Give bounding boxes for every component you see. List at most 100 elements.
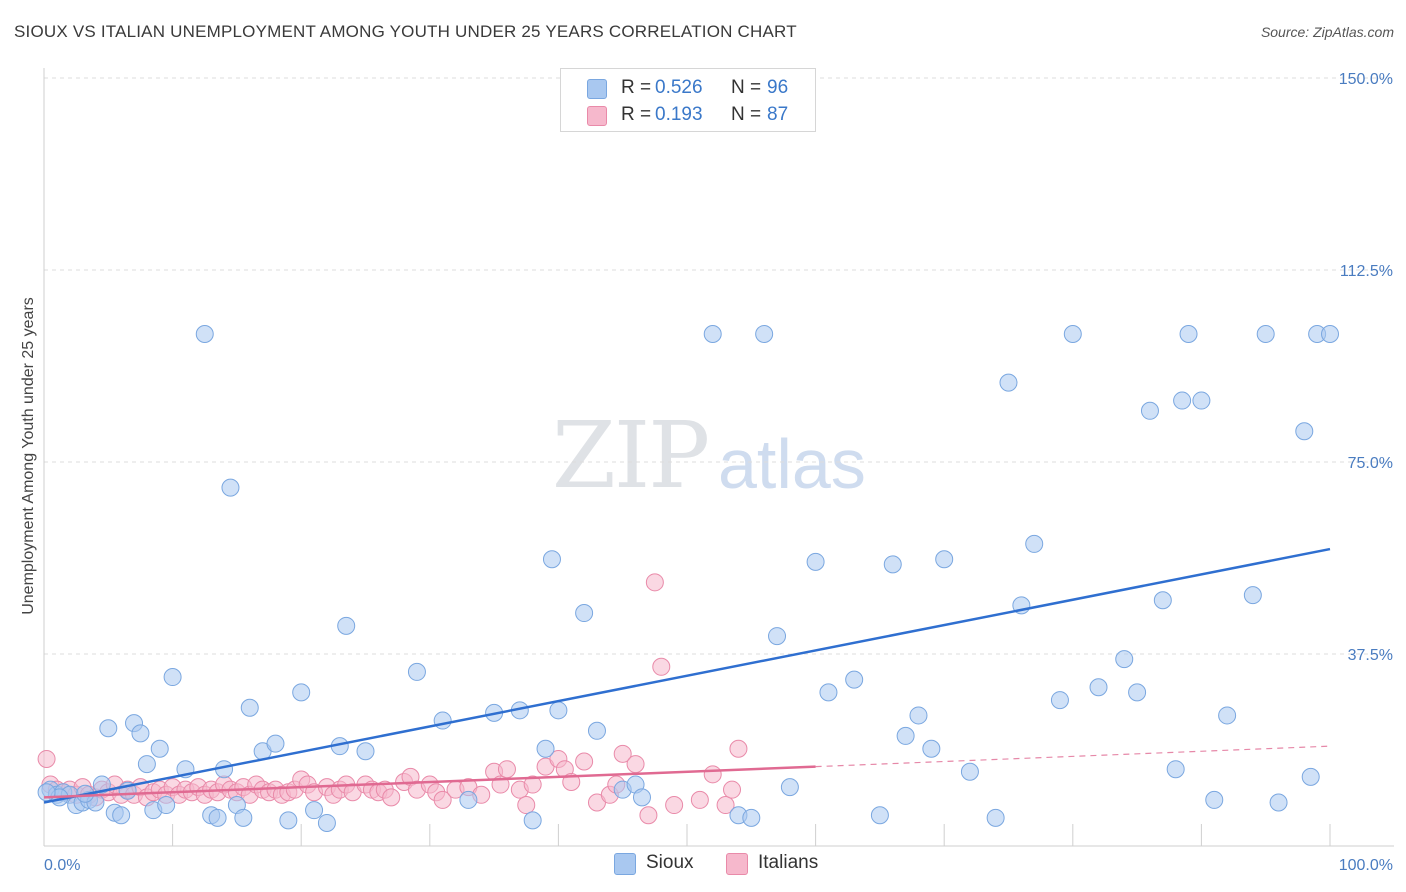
- legend-row-italians: R = 0.193 N = 87: [561, 102, 815, 128]
- chart-title: SIOUX VS ITALIAN UNEMPLOYMENT AMONG YOUT…: [14, 22, 797, 41]
- data-point-sioux: [337, 616, 356, 635]
- data-point-sioux: [150, 739, 169, 758]
- legend-r-label: R =: [621, 104, 652, 125]
- trend-line-italians: [43, 765, 816, 799]
- data-point-italians: [729, 739, 748, 758]
- data-point-sioux: [99, 719, 118, 738]
- data-point-sioux: [131, 724, 150, 743]
- data-point-sioux: [1166, 760, 1185, 779]
- legend-r-value: 0.526: [655, 77, 703, 98]
- series-sioux: [37, 325, 1339, 832]
- data-point-sioux: [575, 604, 594, 623]
- data-point-sioux: [986, 808, 1005, 827]
- x-tick-label: 100.0%: [1339, 857, 1393, 874]
- y-tick-label: 37.5%: [1348, 647, 1393, 664]
- series-legend: Sioux Italians: [0, 852, 1406, 876]
- data-point-sioux: [922, 739, 941, 758]
- trend-line-sioux: [43, 547, 1331, 804]
- data-point-sioux: [157, 796, 176, 815]
- legend-swatch-italians: [587, 106, 607, 126]
- data-point-sioux: [1256, 325, 1275, 343]
- legend-label-sioux: Sioux: [646, 852, 694, 873]
- legend-n-value: 87: [767, 104, 789, 125]
- data-point-italians: [716, 796, 735, 815]
- data-point-sioux: [632, 788, 651, 807]
- data-point-sioux: [1243, 586, 1262, 605]
- legend-n-label: N =: [731, 104, 762, 125]
- data-point-sioux: [1321, 325, 1339, 343]
- data-point-italians: [37, 749, 56, 768]
- data-point-sioux: [317, 813, 336, 832]
- data-point-sioux: [1218, 706, 1237, 725]
- data-point-sioux: [1128, 683, 1147, 702]
- legend-r-label: R =: [621, 77, 652, 98]
- data-point-sioux: [935, 550, 954, 569]
- y-tick-label: 150.0%: [1339, 71, 1393, 88]
- data-point-sioux: [523, 811, 542, 830]
- data-point-sioux: [883, 555, 902, 574]
- data-point-sioux: [703, 325, 722, 343]
- data-point-sioux: [549, 701, 568, 720]
- data-point-italians: [575, 752, 594, 771]
- data-point-sioux: [1050, 691, 1069, 710]
- data-point-sioux: [1140, 401, 1159, 420]
- data-point-sioux: [407, 662, 426, 681]
- watermark-zip: ZIP: [552, 402, 710, 509]
- legend-n-label: N =: [731, 77, 762, 98]
- data-point-sioux: [1089, 678, 1108, 697]
- y-tick-label: 75.0%: [1348, 455, 1393, 472]
- data-point-sioux: [305, 801, 324, 820]
- data-point-italians: [433, 790, 452, 809]
- data-point-sioux: [92, 775, 111, 794]
- data-point-sioux: [356, 742, 375, 761]
- data-point-sioux: [1179, 325, 1198, 343]
- data-point-sioux: [806, 552, 825, 571]
- legend-row-sioux: R = 0.526 N = 96: [561, 75, 815, 101]
- trend-lines: [43, 547, 1331, 804]
- legend-swatch-sioux: [587, 79, 607, 99]
- data-point-sioux: [163, 668, 182, 687]
- source-label: Source: ZipAtlas.com: [1260, 24, 1394, 40]
- data-point-sioux: [542, 550, 561, 569]
- series-italians: [37, 573, 748, 825]
- data-points: [37, 325, 1339, 832]
- data-point-sioux: [1063, 325, 1082, 343]
- data-point-sioux: [870, 806, 889, 825]
- stats-legend: R = 0.526 N = 96 R = 0.193 N = 87: [560, 68, 816, 132]
- data-point-sioux: [112, 806, 131, 825]
- data-point-sioux: [999, 373, 1018, 392]
- data-point-sioux: [279, 811, 298, 830]
- data-point-sioux: [240, 698, 259, 717]
- data-point-sioux: [845, 670, 864, 689]
- data-point-sioux: [1192, 391, 1211, 410]
- data-point-sioux: [768, 627, 787, 646]
- data-point-sioux: [819, 683, 838, 702]
- data-point-sioux: [742, 808, 761, 827]
- watermark-atlas: atlas: [718, 425, 866, 503]
- data-point-sioux: [234, 808, 253, 827]
- y-axis-title: Unemployment Among Youth under 25 years: [20, 297, 37, 615]
- data-point-italians: [652, 657, 671, 676]
- data-point-sioux: [896, 726, 915, 745]
- data-point-italians: [382, 788, 401, 807]
- data-point-sioux: [1295, 422, 1314, 441]
- tick-labels: 37.5% 75.0% 112.5% 150.0% 0.0% 100.0%: [44, 71, 1393, 874]
- y-tick-label: 112.5%: [1340, 263, 1393, 280]
- data-point-sioux: [587, 721, 606, 740]
- data-point-sioux: [137, 755, 156, 774]
- data-point-sioux: [780, 778, 799, 797]
- data-point-sioux: [1205, 790, 1224, 809]
- data-point-italians: [497, 760, 516, 779]
- data-point-sioux: [292, 683, 311, 702]
- data-point-italians: [665, 796, 684, 815]
- data-point-sioux: [433, 711, 452, 730]
- legend-swatch-italians: [726, 853, 748, 875]
- legend-label-italians: Italians: [758, 852, 819, 873]
- data-point-italians: [517, 796, 536, 815]
- data-point-italians: [639, 806, 658, 825]
- data-point-sioux: [1025, 534, 1044, 553]
- data-point-sioux: [755, 325, 774, 343]
- data-point-italians: [690, 790, 709, 809]
- x-tick-label: 0.0%: [44, 857, 80, 874]
